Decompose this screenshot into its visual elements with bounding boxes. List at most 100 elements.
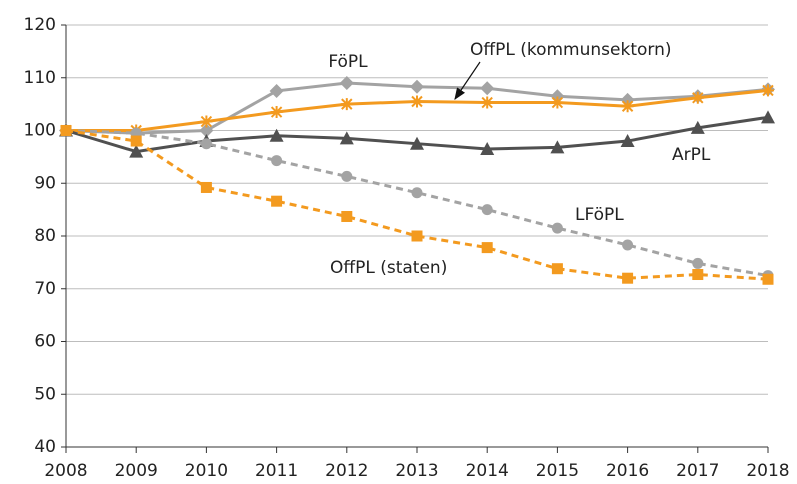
- marker: [551, 263, 563, 275]
- data-point: [199, 123, 214, 138]
- marker: [411, 95, 423, 108]
- marker: [271, 195, 283, 207]
- marker: [130, 135, 142, 147]
- marker: [762, 273, 774, 285]
- data-point: [341, 170, 353, 182]
- data-point: [621, 100, 634, 113]
- marker: [339, 76, 354, 91]
- data-point: [200, 181, 212, 193]
- data-point: [481, 242, 493, 254]
- marker: [200, 115, 213, 128]
- marker: [199, 123, 214, 138]
- marker: [551, 96, 564, 109]
- y-tick-label: 110: [24, 68, 56, 88]
- y-tick-label: 120: [24, 15, 56, 35]
- marker: [481, 96, 494, 109]
- data-point: [691, 91, 704, 104]
- data-point: [60, 125, 72, 136]
- x-tick-label: 2013: [395, 461, 438, 481]
- marker: [762, 84, 774, 97]
- series-label: OffPL (kommunsektorn): [470, 40, 672, 60]
- data-point: [551, 222, 563, 234]
- data-point: [411, 95, 423, 108]
- data-point: [480, 81, 495, 96]
- x-tick-label: 2016: [606, 461, 649, 481]
- data-point: [690, 120, 705, 134]
- marker: [411, 187, 423, 199]
- data-point: [551, 96, 564, 109]
- marker: [410, 79, 424, 94]
- data-point: [622, 272, 634, 284]
- marker: [269, 128, 284, 142]
- marker: [480, 141, 495, 155]
- data-point: [480, 141, 495, 155]
- x-tick-label: 2009: [115, 461, 158, 481]
- data-point: [200, 115, 213, 128]
- series-label: ArPL: [672, 145, 711, 165]
- marker: [200, 138, 212, 150]
- marker: [692, 269, 704, 281]
- y-tick-label: 50: [34, 384, 56, 404]
- y-tick-label: 80: [34, 226, 56, 246]
- data-point: [411, 230, 423, 242]
- marker: [691, 91, 704, 104]
- data-point: [481, 204, 493, 216]
- marker: [692, 257, 704, 269]
- x-tick-label: 2010: [185, 461, 228, 481]
- series-label: LFöPL: [575, 205, 624, 225]
- marker: [411, 230, 423, 242]
- data-point: [762, 273, 774, 285]
- marker: [622, 239, 634, 251]
- marker: [620, 134, 635, 148]
- data-point: [271, 155, 283, 167]
- data-point: [270, 106, 283, 119]
- y-tick-label: 60: [34, 332, 56, 352]
- marker: [550, 140, 565, 154]
- marker: [200, 181, 212, 193]
- marker: [340, 98, 353, 111]
- data-point: [339, 131, 354, 145]
- data-point: [692, 257, 704, 269]
- marker: [341, 210, 353, 222]
- marker: [270, 106, 283, 119]
- marker: [551, 222, 563, 234]
- series-line: [65, 129, 769, 281]
- data-point: [620, 134, 635, 148]
- x-tick-label: 2015: [536, 461, 579, 481]
- marker: [341, 170, 353, 182]
- data-point: [410, 79, 424, 94]
- x-tick-label: 2011: [255, 461, 298, 481]
- y-tick-label: 70: [34, 279, 56, 299]
- data-point: [271, 195, 283, 207]
- marker: [271, 155, 283, 167]
- series-line: [65, 129, 769, 278]
- data-point: [550, 140, 565, 154]
- y-tick-label: 90: [34, 173, 56, 193]
- marker: [410, 136, 424, 150]
- x-tick-label: 2018: [746, 461, 789, 481]
- marker: [481, 242, 493, 254]
- data-point: [340, 98, 353, 111]
- data-point: [762, 84, 774, 97]
- annotation-arrow: [454, 61, 481, 100]
- data-point: [200, 138, 212, 150]
- y-tick-label: 100: [24, 121, 56, 141]
- marker: [761, 110, 775, 124]
- marker: [622, 272, 634, 284]
- marker: [269, 83, 284, 98]
- marker: [129, 144, 144, 158]
- series-label: OffPL (staten): [330, 258, 447, 278]
- data-point: [481, 96, 494, 109]
- data-point: [129, 144, 144, 158]
- marker: [60, 125, 72, 136]
- x-tick-label: 2008: [44, 461, 87, 481]
- data-point: [551, 263, 563, 275]
- data-point: [410, 136, 424, 150]
- data-point: [130, 135, 142, 147]
- data-point: [411, 187, 423, 199]
- x-tick-label: 2014: [466, 461, 509, 481]
- data-point: [269, 128, 284, 142]
- y-tick-label: 40: [34, 437, 56, 457]
- data-point: [622, 239, 634, 251]
